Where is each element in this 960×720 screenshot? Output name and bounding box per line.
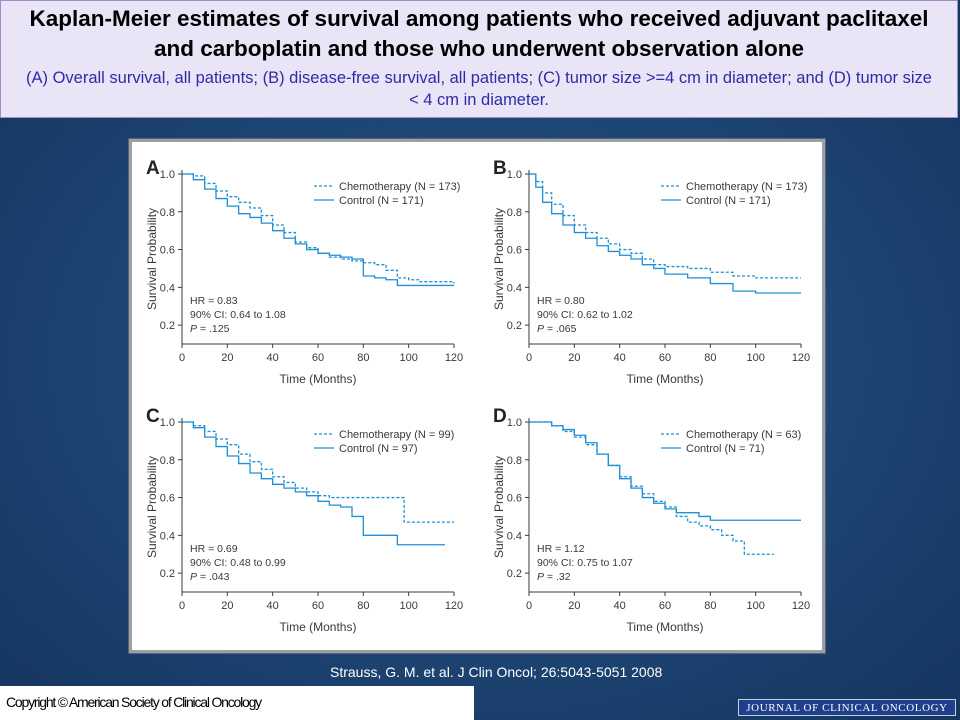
x-tick-label: 80 [357, 352, 369, 364]
survival-curve-chemotherapy [529, 421, 774, 555]
panel-c: C 0.2 0.4 0.6 0.8 1.0 0 20 40 60 80 100 120 Time (Mon… [145, 406, 463, 634]
slide-header: Kaplan-Meier estimates of survival among… [0, 0, 958, 118]
hazard-ratio-stat: 90% CI: 0.62 to 1.02 [537, 309, 633, 321]
x-tick-label: 60 [312, 600, 324, 612]
y-tick-label: 0.2 [160, 320, 175, 332]
survival-curve-control [529, 421, 801, 521]
legend-entry: Control (N = 171) [686, 195, 771, 207]
x-axis-label: Time (Months) [627, 620, 704, 634]
copyright-notice: Copyright © American Society of Clinical… [0, 686, 474, 720]
panel-d: D 0.2 0.4 0.6 0.8 1.0 0 20 40 60 80 100 120 Time (Mon… [492, 406, 810, 634]
x-tick-label: 80 [704, 600, 716, 612]
slide-subtitle: (A) Overall survival, all patients; (B) … [26, 69, 932, 109]
x-tick-label: 120 [792, 352, 810, 364]
y-tick-label: 0.4 [507, 530, 522, 542]
y-axis-label: Survival Probability [492, 456, 506, 558]
hazard-ratio-stat: 90% CI: 0.64 to 1.08 [190, 309, 286, 321]
y-tick-label: 0.8 [507, 207, 522, 219]
y-tick-label: 1.0 [507, 417, 522, 429]
y-tick-label: 0.2 [507, 568, 522, 580]
legend-entry: Control (N = 97) [339, 443, 418, 455]
survival-curve-chemotherapy [182, 421, 454, 523]
y-tick-label: 0.6 [507, 245, 522, 257]
survival-curve-control [529, 173, 801, 294]
citation: Strauss, G. M. et al. J Clin Oncol; 26:5… [330, 664, 663, 680]
y-tick-label: 0.4 [507, 282, 522, 294]
hazard-ratio-stat: P = .065 [537, 323, 577, 335]
x-tick-label: 60 [659, 352, 671, 364]
x-tick-label: 100 [399, 352, 417, 364]
x-tick-label: 40 [267, 600, 279, 612]
x-tick-label: 40 [614, 352, 626, 364]
x-tick-label: 20 [221, 352, 233, 364]
panel-b: B 0.2 0.4 0.6 0.8 1.0 0 20 40 60 80 100 120 Time (Mon… [492, 158, 810, 386]
legend-entry: Control (N = 171) [339, 195, 424, 207]
legend-entry: Chemotherapy (N = 63) [686, 429, 801, 441]
panel-letter: D [493, 406, 507, 427]
x-tick-label: 120 [792, 600, 810, 612]
hazard-ratio-stat: P = .32 [537, 571, 571, 583]
hazard-ratio-stat: 90% CI: 0.75 to 1.07 [537, 557, 633, 569]
y-tick-label: 0.4 [160, 282, 175, 294]
x-tick-label: 100 [746, 352, 764, 364]
hazard-ratio-stat: HR = 0.83 [190, 295, 238, 307]
x-tick-label: 120 [445, 352, 463, 364]
hazard-ratio-stat: HR = 0.69 [190, 543, 238, 555]
x-tick-label: 60 [312, 352, 324, 364]
x-tick-label: 100 [746, 600, 764, 612]
y-tick-label: 0.4 [160, 530, 175, 542]
y-tick-label: 0.2 [160, 568, 175, 580]
hazard-ratio-stat: 90% CI: 0.48 to 0.99 [190, 557, 286, 569]
x-axis-label: Time (Months) [280, 372, 357, 386]
legend-entry: Chemotherapy (N = 173) [686, 181, 807, 193]
survival-curve-control [182, 421, 445, 546]
x-tick-label: 60 [659, 600, 671, 612]
legend-entry: Control (N = 71) [686, 443, 765, 455]
hazard-ratio-stat: HR = 1.12 [537, 543, 585, 555]
y-axis-label: Survival Probability [145, 208, 159, 310]
x-tick-label: 0 [179, 600, 185, 612]
journal-logo: JOURNAL OF CLINICAL ONCOLOGY [738, 699, 956, 716]
y-axis-label: Survival Probability [492, 208, 506, 310]
x-axis-label: Time (Months) [627, 372, 704, 386]
figure-frame: A 0.2 0.4 0.6 0.8 1.0 0 20 40 60 80 100 120 Time (Mon… [129, 139, 825, 653]
x-tick-label: 100 [399, 600, 417, 612]
x-tick-label: 20 [568, 352, 580, 364]
slide-title: Kaplan-Meier estimates of survival among… [29, 6, 929, 61]
x-tick-label: 20 [568, 600, 580, 612]
hazard-ratio-stat: HR = 0.80 [537, 295, 585, 307]
hazard-ratio-stat: P = .043 [190, 571, 230, 583]
survival-curve-chemotherapy [182, 173, 455, 284]
panel-letter: C [146, 406, 160, 427]
x-tick-label: 40 [614, 600, 626, 612]
y-tick-label: 0.2 [507, 320, 522, 332]
y-axis-label: Survival Probability [145, 456, 159, 558]
panel-a: A 0.2 0.4 0.6 0.8 1.0 0 20 40 60 80 100 120 Time (Mon… [145, 158, 463, 386]
panel-letter: A [146, 158, 160, 179]
y-tick-label: 1.0 [160, 169, 175, 181]
y-tick-label: 0.8 [507, 455, 522, 467]
x-tick-label: 0 [179, 352, 185, 364]
x-tick-label: 0 [526, 352, 532, 364]
survival-curve-control [182, 173, 454, 287]
legend-entry: Chemotherapy (N = 99) [339, 429, 454, 441]
hazard-ratio-stat: P = .125 [190, 323, 230, 335]
km-figure: A 0.2 0.4 0.6 0.8 1.0 0 20 40 60 80 100 120 Time (Mon… [145, 158, 810, 634]
x-tick-label: 80 [357, 600, 369, 612]
y-tick-label: 0.6 [160, 245, 175, 257]
y-tick-label: 1.0 [507, 169, 522, 181]
x-tick-label: 0 [526, 600, 532, 612]
x-axis-label: Time (Months) [280, 620, 357, 634]
panel-letter: B [493, 158, 507, 179]
x-tick-label: 20 [221, 600, 233, 612]
x-tick-label: 40 [267, 352, 279, 364]
y-tick-label: 1.0 [160, 417, 175, 429]
y-tick-label: 0.8 [160, 207, 175, 219]
y-tick-label: 0.8 [160, 455, 175, 467]
y-tick-label: 0.6 [160, 493, 175, 505]
x-tick-label: 120 [445, 600, 463, 612]
x-tick-label: 80 [704, 352, 716, 364]
y-tick-label: 0.6 [507, 493, 522, 505]
legend-entry: Chemotherapy (N = 173) [339, 181, 460, 193]
